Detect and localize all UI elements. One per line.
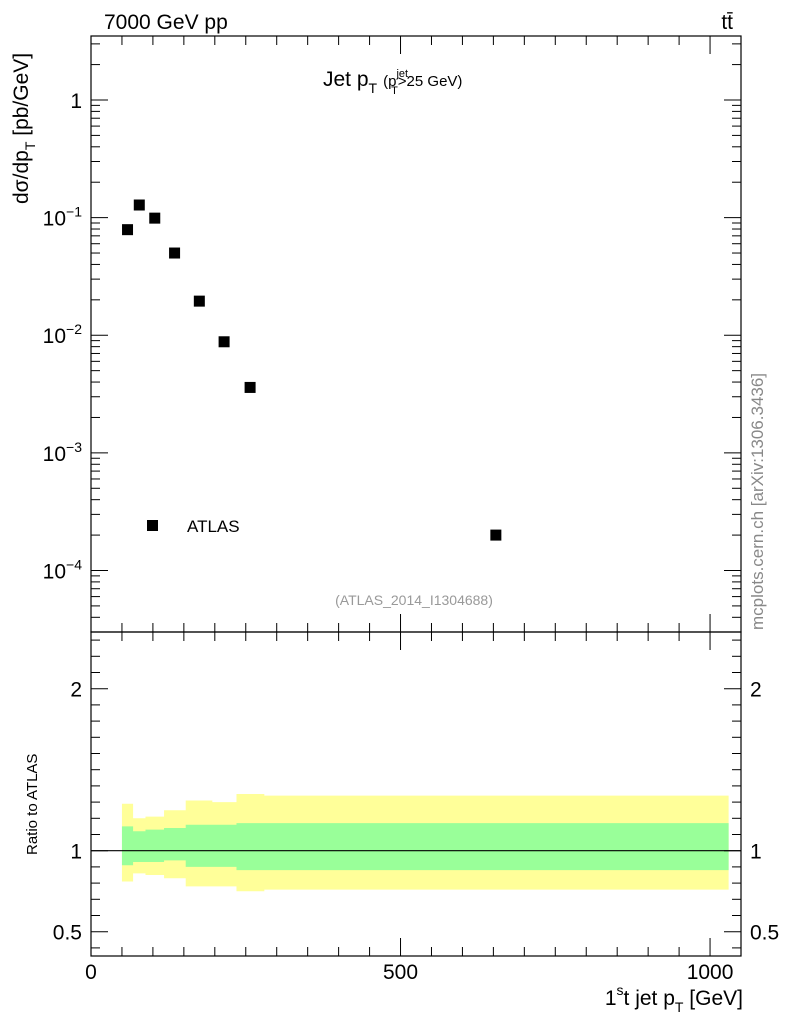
plot-title-sub: T: [369, 80, 378, 96]
energy-label: 7000 GeV pp: [104, 11, 228, 34]
plot-title-cut-close: >25 GeV): [398, 73, 463, 90]
ratio-panel: 0.5 0.51 12 2 0 500 1000 Ratio to ATLAS 1st j…: [24, 631, 779, 1015]
x-tick-label: 1000: [687, 961, 734, 984]
ratio-bands: [121, 794, 729, 892]
data-point: [244, 381, 256, 393]
data-point: [122, 224, 134, 236]
ratio-y-axis-label: Ratio to ATLAS: [24, 754, 41, 855]
y-tick-label: 10−4: [43, 556, 83, 583]
ratio-y-tick-label-left: 0.5: [53, 922, 82, 945]
data-point: [169, 247, 181, 259]
legend-label: ATLAS: [187, 517, 240, 536]
ratio-y-tick-label-right: 2: [750, 679, 762, 702]
main-ticks: [90, 36, 742, 633]
ratio-y-tick-labels: 0.5 0.5 1 1 2 2: [53, 679, 779, 945]
y-tick-label: 1: [70, 90, 82, 113]
main-y-tick-labels: 1 10−1 10−2 10−3 10−4: [43, 90, 83, 584]
main-y-axis-label-sub: T: [22, 141, 38, 150]
x-axis-label-rest: t jet p: [624, 987, 675, 1010]
plot-title-main: Jet p: [323, 68, 369, 91]
plot-title-cut-sub: T: [391, 85, 398, 97]
x-tick-label: 500: [383, 961, 418, 984]
x-axis-label: 1st jet pT [GeV]: [605, 982, 743, 1015]
x-tick-labels: 0 500 1000: [85, 961, 733, 984]
x-tick-label: 0: [85, 961, 97, 984]
y-tick-label: 10−1: [43, 204, 83, 231]
analysis-id: (ATLAS_2014_I1304688): [335, 592, 493, 608]
y-tick-label: 10−2: [43, 321, 83, 348]
ratio-y-tick-label-right: 1: [750, 841, 762, 864]
ratio-y-tick-label-right: 0.5: [750, 922, 779, 945]
plot-title: Jet pT (pjet T>25 GeV): [323, 68, 462, 97]
data-point: [218, 336, 230, 348]
main-y-axis-label: dσ/dpT [pb/GeV]: [10, 53, 38, 204]
watermark: mcplots.cern.ch [arXiv:1306.3436]: [748, 373, 767, 630]
plot-title-cut-sup: jet: [395, 68, 408, 80]
main-frame: [90, 35, 742, 633]
inner-uncertainty-band: [121, 823, 729, 871]
ratio-y-tick-label-left: 1: [70, 841, 82, 864]
data-point: [149, 212, 161, 224]
data-point: [490, 529, 502, 541]
x-axis-label-unit: [GeV]: [683, 987, 743, 1010]
x-axis-label-main: 1: [605, 987, 617, 1010]
process-label: tt̄: [721, 11, 733, 34]
plot-title-cut-open: (p: [383, 73, 396, 90]
y-tick-label: 10−3: [43, 439, 83, 466]
main-y-axis-label-main: dσ/dp: [10, 150, 33, 204]
x-axis-label-sub: T: [675, 999, 684, 1015]
ratio-frame: [90, 631, 742, 957]
data-point: [133, 199, 145, 211]
legend-marker: [147, 520, 158, 531]
data-point: [193, 295, 205, 307]
ratio-ticks: [90, 632, 742, 956]
data-points: [122, 199, 502, 541]
x-axis-label-sup: s: [617, 982, 624, 998]
main-y-axis-label-unit: [pb/GeV]: [10, 53, 33, 142]
ratio-y-tick-label-left: 2: [70, 679, 82, 702]
main-panel: 110−110−210−310−4 Jet pT (pjet T>25 GeV) d…: [10, 35, 742, 633]
